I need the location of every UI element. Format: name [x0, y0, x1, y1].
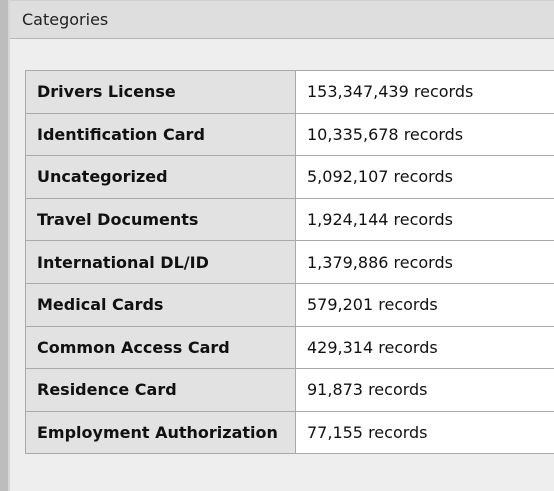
table-row: Residence Card 91,873 records — [25, 368, 554, 412]
table-row: International DL/ID 1,379,886 records — [25, 240, 554, 284]
record-count: 1,924,144 records — [295, 197, 554, 242]
panel-header: Categories — [10, 0, 554, 39]
category-name: Employment Authorization — [25, 410, 296, 455]
record-count: 153,347,439 records — [295, 70, 554, 114]
record-count: 5,092,107 records — [295, 155, 554, 199]
table-row: Medical Cards 579,201 records — [25, 282, 554, 327]
record-count: 77,155 records — [295, 410, 554, 455]
table-row: Uncategorized 5,092,107 records — [25, 155, 554, 199]
categories-panel: Categories Drivers License 153,347,439 re… — [10, 0, 554, 491]
record-count: 91,873 records — [295, 368, 554, 412]
table-row: Identification Card 10,335,678 records — [25, 112, 554, 157]
category-name: Travel Documents — [25, 197, 296, 242]
category-name: International DL/ID — [25, 240, 296, 284]
category-name: Residence Card — [25, 368, 296, 412]
table-row: Employment Authorization 77,155 records — [25, 410, 554, 455]
panel-title: Categories — [22, 10, 109, 29]
categories-table: Drivers License 153,347,439 records Identi… — [25, 70, 554, 455]
category-name: Medical Cards — [25, 282, 296, 327]
category-name: Common Access Card — [25, 325, 296, 370]
record-count: 10,335,678 records — [295, 112, 554, 157]
table-row: Common Access Card 429,314 records — [25, 325, 554, 370]
record-count: 579,201 records — [295, 282, 554, 327]
record-count: 1,379,886 records — [295, 240, 554, 284]
category-name: Drivers License — [25, 70, 296, 114]
record-count: 429,314 records — [295, 325, 554, 370]
table-row: Drivers License 153,347,439 records — [25, 70, 554, 114]
table-row: Travel Documents 1,924,144 records — [25, 197, 554, 242]
category-name: Uncategorized — [25, 155, 296, 199]
side-border — [0, 0, 10, 491]
category-name: Identification Card — [25, 112, 296, 157]
